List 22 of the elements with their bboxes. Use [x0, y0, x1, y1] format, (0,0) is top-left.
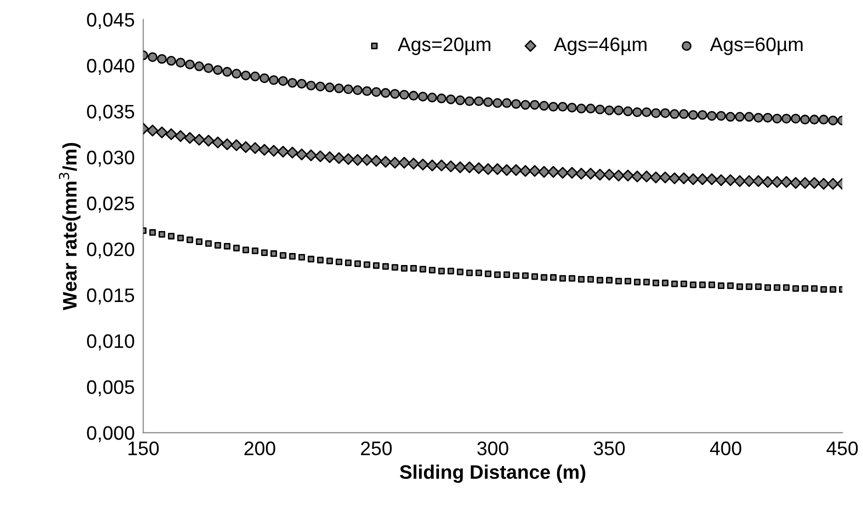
legend-label: Ags=20µm — [398, 37, 490, 56]
y-tick-label: 0,035 — [87, 104, 134, 121]
legend-label: Ags=46µm — [554, 37, 646, 56]
x-tick-label: 300 — [477, 441, 508, 456]
x-tick-label: 250 — [361, 441, 392, 456]
x-tick-label: 350 — [594, 441, 625, 456]
y-tick-label: 0,025 — [87, 196, 134, 213]
x-tick-label: 200 — [244, 441, 276, 456]
y-tick-label: 0,015 — [87, 288, 134, 304]
y-tick-label: 0,010 — [87, 334, 134, 350]
y-axis-title: Wear rate(mm$^{3}$/m) — [58, 142, 81, 310]
y-tick-label: 0,045 — [87, 12, 134, 29]
x-tick-label: 150 — [128, 441, 159, 456]
y-tick-label: 0,005 — [87, 380, 134, 396]
y-tick-label: 0,020 — [87, 242, 134, 259]
legend-label: Ags=60µm — [710, 37, 803, 56]
x-tick-label: 400 — [710, 441, 742, 456]
y-tick-label: 0,030 — [87, 150, 134, 167]
x-axis-title: Sliding Distance (m) — [400, 464, 586, 483]
x-tick-label: 450 — [826, 441, 858, 456]
y-tick-label: 0,040 — [87, 58, 134, 75]
y-tick-label: 0,000 — [87, 426, 134, 442]
